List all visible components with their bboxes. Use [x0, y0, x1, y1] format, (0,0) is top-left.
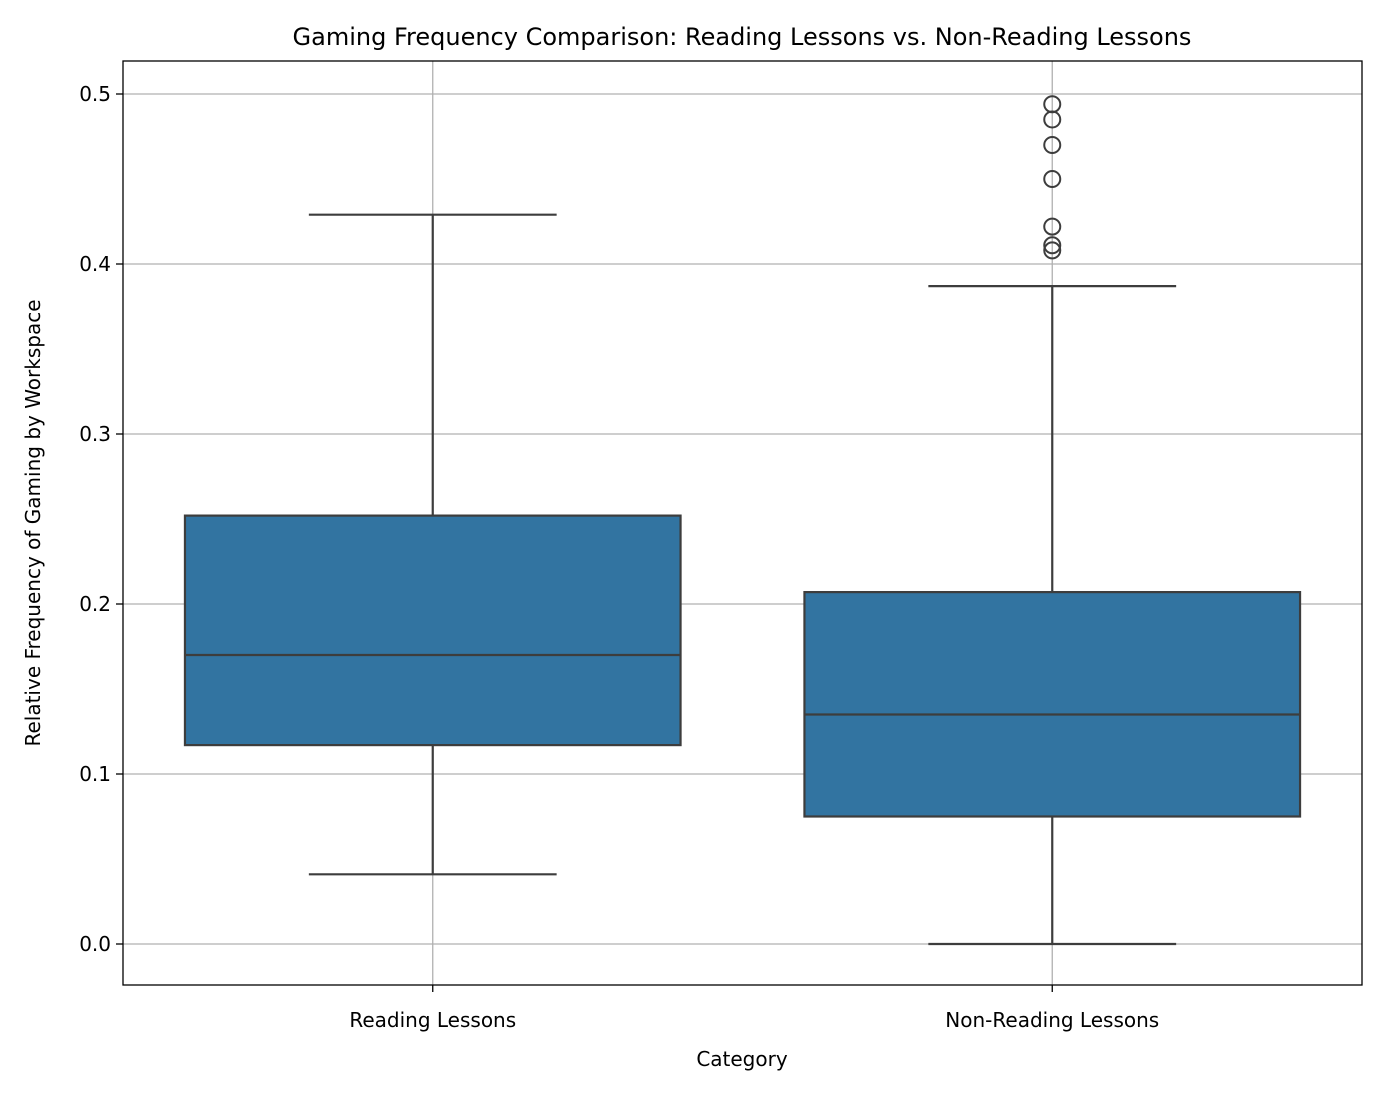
axes-frame: [122, 60, 1363, 986]
outlier-point: [1043, 236, 1062, 255]
iqr-box: [803, 590, 1302, 818]
outlier-point: [1043, 170, 1062, 188]
y-tick-label: 0.0: [79, 932, 111, 956]
ticks: 0.0 0.1 0.2 0.3 0.4 0.5 Reading Lessons Non-Rea…: [79, 82, 1159, 1032]
box-non-reading: [803, 95, 1302, 946]
y-tick-label: 0.1: [79, 762, 111, 786]
x-axis-label: Category: [696, 1047, 788, 1071]
x-tick-label: Non-Reading Lessons: [945, 1008, 1159, 1032]
outlier-point: [1043, 110, 1062, 129]
outlier-point: [1043, 136, 1062, 154]
iqr-box: [183, 514, 682, 747]
y-tick-label: 0.4: [79, 252, 111, 276]
outlier-point: [1043, 241, 1062, 260]
y-tick-label: 0.5: [79, 82, 111, 106]
box-reading: [183, 213, 682, 876]
outlier-point: [1043, 217, 1062, 236]
y-tick-label: 0.2: [79, 592, 111, 616]
x-tick-label: Reading Lessons: [349, 1008, 516, 1032]
marks: [183, 95, 1302, 946]
y-axis-label: Relative Frequency of Gaming by Workspac…: [21, 299, 45, 746]
y-tick-label: 0.3: [79, 422, 111, 446]
chart-title: Gaming Frequency Comparison: Reading Les…: [293, 23, 1192, 51]
